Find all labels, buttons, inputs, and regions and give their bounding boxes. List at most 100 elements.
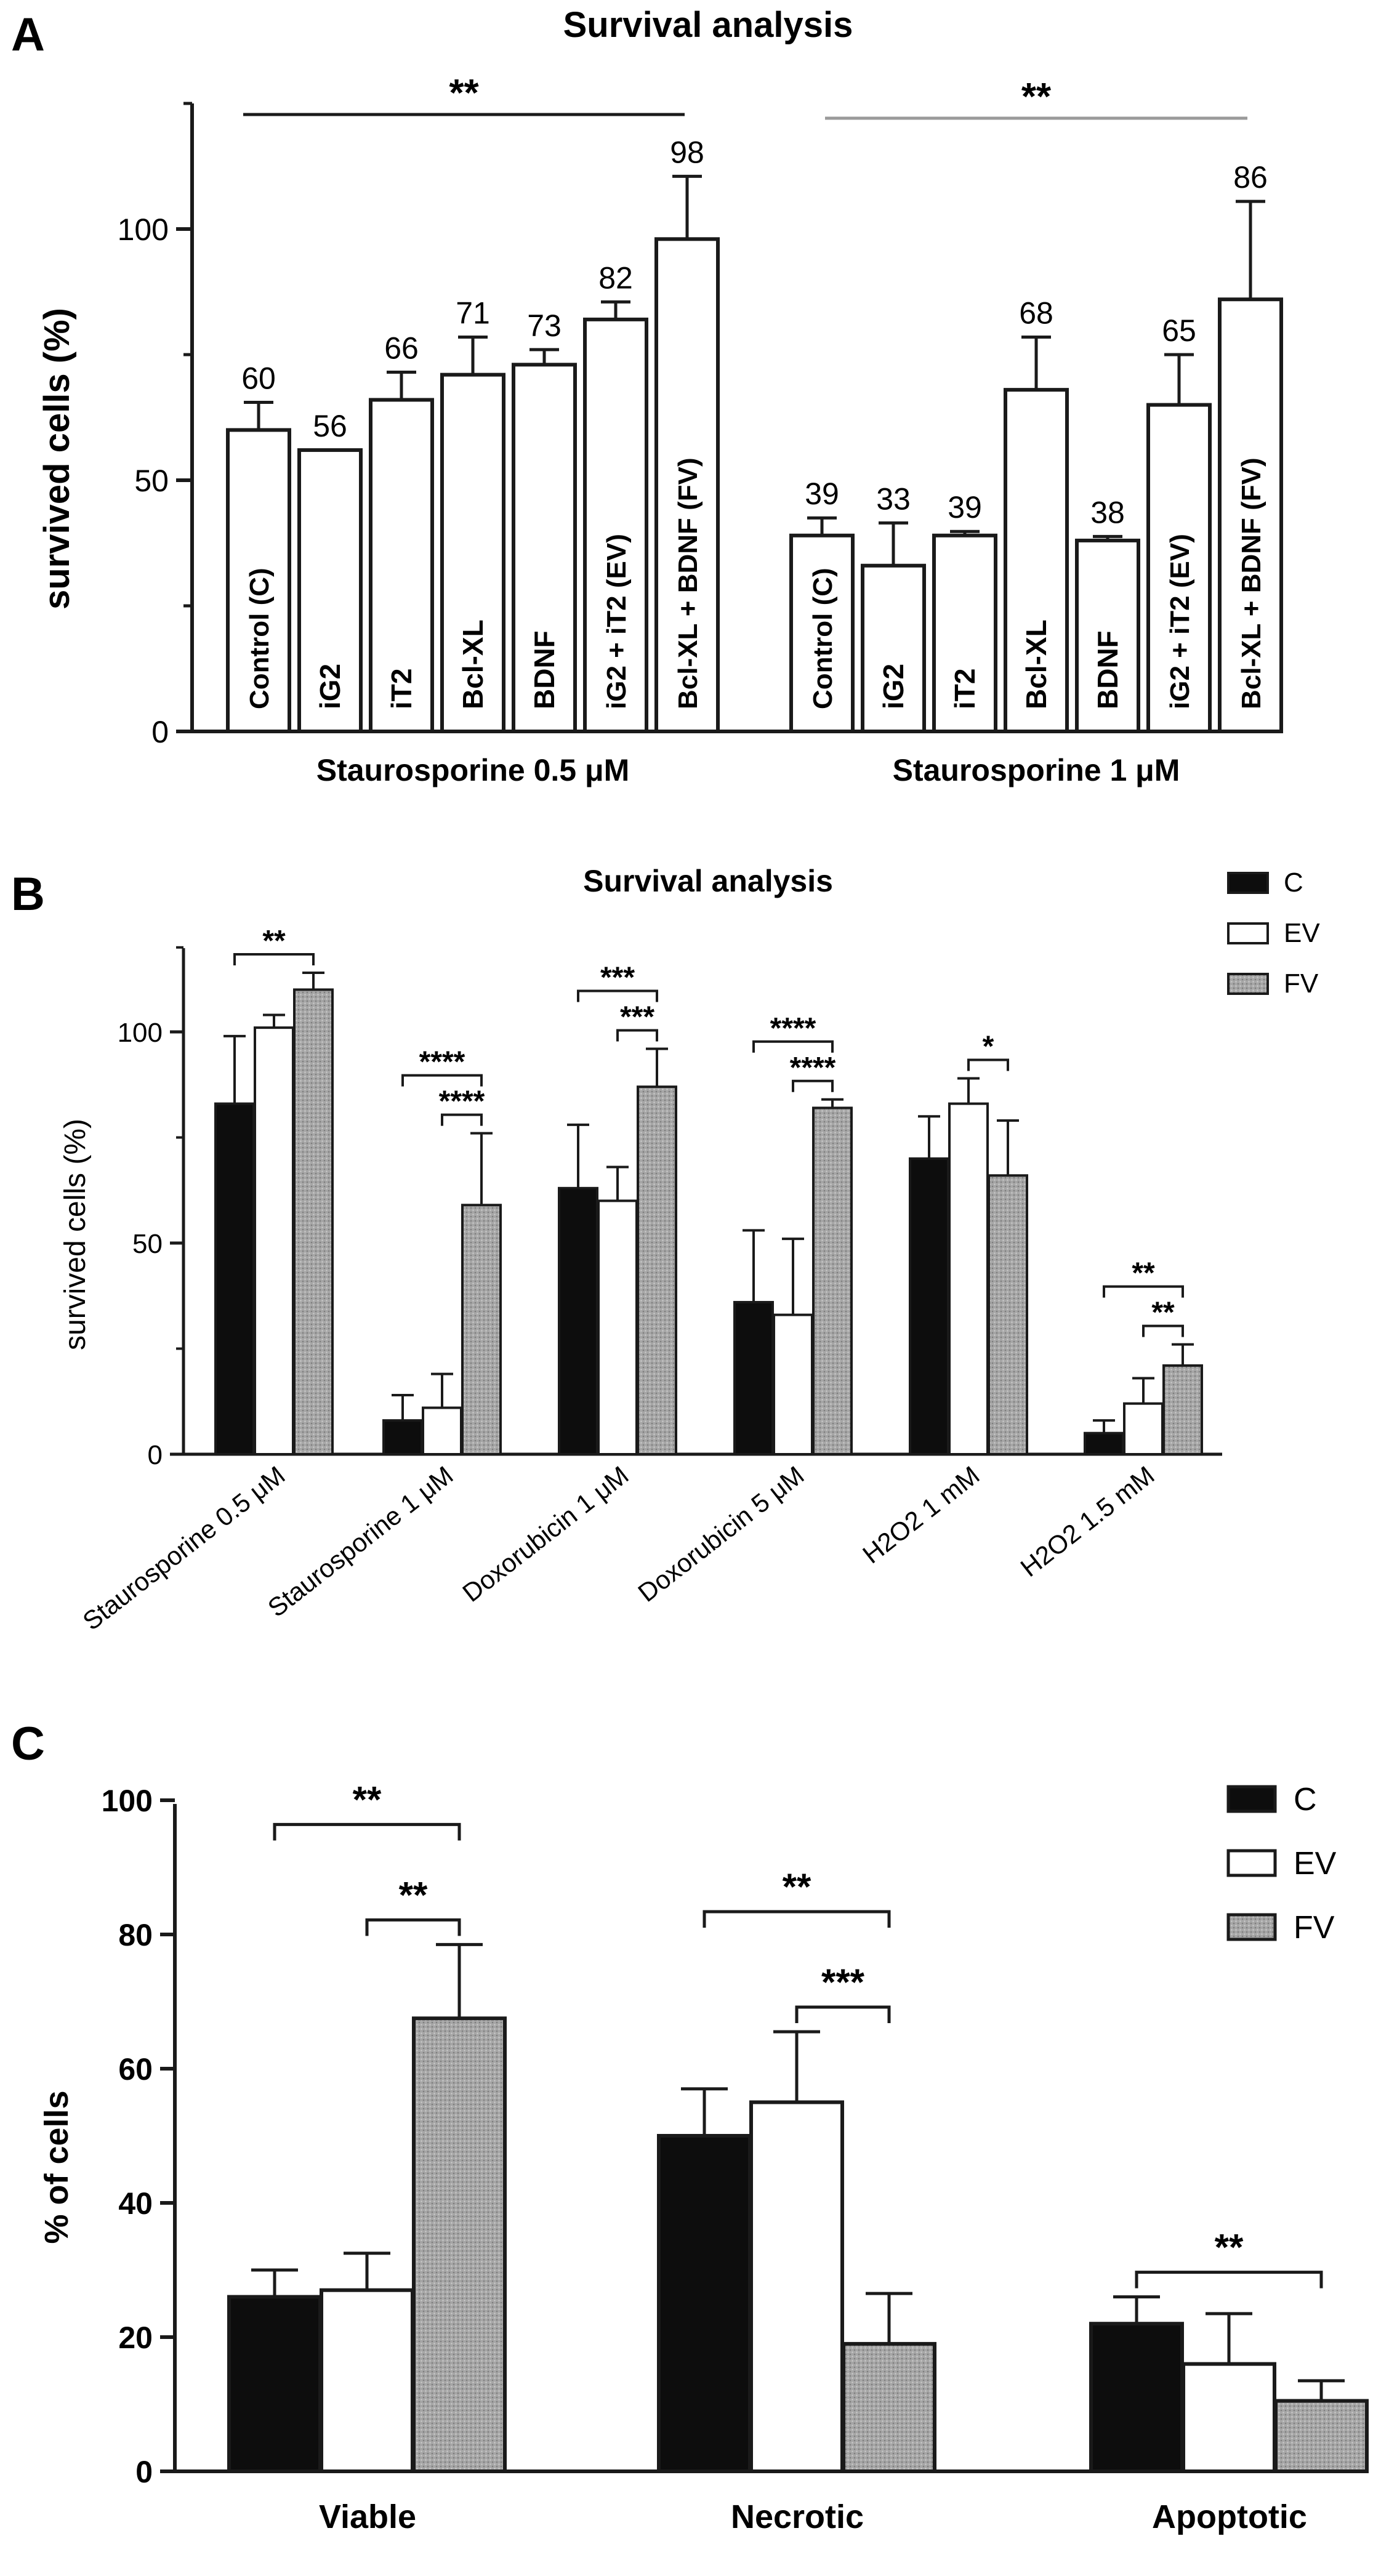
panel-label-a: A bbox=[11, 9, 45, 61]
bar bbox=[909, 1157, 949, 1456]
y-tick-label: 50 bbox=[134, 464, 169, 498]
bar bbox=[214, 1102, 255, 1455]
legend-label: FV bbox=[1284, 968, 1319, 999]
significance-label: ** bbox=[1151, 1297, 1175, 1329]
legend-swatch bbox=[1226, 1849, 1277, 1877]
category-label: iT2 bbox=[385, 669, 417, 709]
bar bbox=[1274, 2399, 1369, 2474]
legend-label: EV bbox=[1294, 1846, 1337, 1882]
significance-bracket bbox=[1135, 2271, 1323, 2288]
bar bbox=[1084, 1431, 1124, 1455]
bar bbox=[654, 237, 720, 733]
y-tick-label: 100 bbox=[102, 1784, 153, 1818]
bar bbox=[558, 1186, 598, 1455]
bar bbox=[254, 1026, 294, 1455]
data-label: 38 bbox=[1090, 495, 1125, 529]
category-label: iG2 + iT2 (EV) bbox=[1165, 534, 1195, 709]
group-label: Staurosporine 1 μM bbox=[893, 753, 1180, 787]
chart-c-ylabel: % of cells bbox=[38, 2090, 75, 2244]
legend-label: C bbox=[1294, 1782, 1317, 1817]
category-label: Staurosporine 1 μM bbox=[262, 1460, 458, 1622]
y-tick-label: 0 bbox=[135, 2455, 153, 2489]
bar bbox=[773, 1313, 813, 1456]
bar bbox=[1075, 538, 1140, 733]
bar bbox=[412, 2016, 507, 2473]
legend-swatch bbox=[1227, 922, 1269, 944]
legend-label: EV bbox=[1284, 918, 1320, 948]
category-label: iT2 bbox=[949, 669, 981, 709]
y-tick-label: 80 bbox=[118, 1918, 153, 1952]
bar bbox=[842, 2341, 936, 2473]
y-tick-label: 0 bbox=[151, 715, 169, 749]
y-tick-label: 100 bbox=[118, 1018, 163, 1048]
bar bbox=[948, 1102, 989, 1455]
significance-label: **** bbox=[419, 1046, 465, 1079]
significance-label: ** bbox=[399, 1874, 428, 1915]
significance-bracket bbox=[1142, 1324, 1184, 1337]
significance-bracket bbox=[577, 989, 658, 1002]
bar bbox=[297, 448, 363, 733]
bar bbox=[1004, 388, 1069, 733]
data-label: 73 bbox=[527, 308, 562, 343]
bar bbox=[461, 1204, 502, 1455]
y-tick-label: 100 bbox=[118, 212, 169, 247]
bar bbox=[320, 2288, 414, 2473]
y-tick-label: 50 bbox=[132, 1229, 163, 1259]
data-label: 33 bbox=[876, 481, 911, 516]
y-tick-label: 0 bbox=[148, 1440, 163, 1470]
bar bbox=[988, 1174, 1028, 1455]
bar bbox=[227, 2295, 322, 2474]
data-label: 82 bbox=[598, 260, 633, 295]
significance-bracket bbox=[616, 1029, 658, 1042]
data-label: 98 bbox=[670, 135, 704, 169]
category-label: Bcl-XL bbox=[457, 619, 489, 709]
chart-b-title: Survival analysis bbox=[583, 864, 833, 898]
significance-label: ** bbox=[353, 1779, 382, 1820]
bar bbox=[422, 1406, 462, 1456]
bar bbox=[637, 1085, 677, 1456]
category-label: iG2 bbox=[877, 664, 909, 709]
significance-bracket bbox=[967, 1058, 1009, 1071]
bar bbox=[749, 2100, 844, 2473]
bar bbox=[733, 1301, 774, 1456]
significance-label: ** bbox=[1215, 2227, 1244, 2268]
significance-bracket bbox=[703, 1910, 891, 1928]
significance-bracket bbox=[752, 1040, 834, 1053]
bar bbox=[861, 563, 926, 733]
legend-label: FV bbox=[1294, 1910, 1335, 1946]
legend-swatch bbox=[1227, 973, 1269, 995]
significance-bracket bbox=[273, 1822, 461, 1841]
legend-swatch bbox=[1226, 1785, 1277, 1813]
significance-label: **** bbox=[790, 1052, 836, 1084]
bar bbox=[382, 1419, 423, 1456]
bar bbox=[1089, 2322, 1184, 2473]
significance-label: ** bbox=[449, 72, 479, 115]
bar bbox=[226, 428, 291, 734]
category-label: Bcl-XL bbox=[1020, 619, 1052, 709]
significance-bracket bbox=[233, 952, 315, 965]
category-label: Doxorubicin 5 μM bbox=[632, 1460, 809, 1608]
significance-bracket bbox=[365, 1918, 461, 1936]
y-tick-label: 20 bbox=[118, 2320, 153, 2355]
data-label: 60 bbox=[241, 361, 276, 396]
group-label: Staurosporine 0.5 μM bbox=[316, 753, 629, 787]
significance-bracket bbox=[795, 2005, 891, 2024]
significance-label: * bbox=[983, 1030, 994, 1063]
y-tick-label: 60 bbox=[118, 2052, 153, 2087]
panel-label-c: C bbox=[11, 1718, 45, 1770]
bar bbox=[657, 2134, 752, 2473]
bar bbox=[293, 988, 334, 1455]
bar bbox=[512, 363, 577, 733]
data-label: 71 bbox=[456, 296, 490, 330]
chart-a-title: Survival analysis bbox=[563, 5, 853, 45]
bar bbox=[932, 533, 997, 733]
bar bbox=[597, 1199, 638, 1456]
significance-label: **** bbox=[770, 1012, 816, 1045]
category-label: Apoptotic bbox=[1152, 2498, 1307, 2535]
category-label: H2O2 1 mM bbox=[857, 1460, 984, 1569]
legend-label: C bbox=[1284, 867, 1303, 898]
bar bbox=[812, 1106, 853, 1455]
significance-label: *** bbox=[620, 1000, 654, 1033]
chart-b: 0 50 100 Staurosporine 0.5 μMStaurosporine … bbox=[78, 867, 1321, 1636]
category-label: BDNF bbox=[528, 630, 560, 709]
